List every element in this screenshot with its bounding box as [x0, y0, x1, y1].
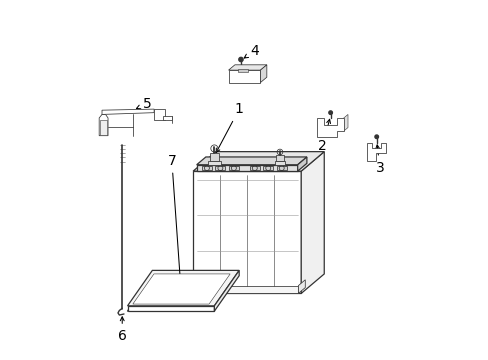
- Bar: [249, 166, 259, 170]
- Polygon shape: [133, 274, 230, 304]
- Polygon shape: [127, 306, 214, 311]
- Polygon shape: [193, 171, 301, 293]
- Polygon shape: [163, 116, 171, 120]
- Text: 4: 4: [244, 44, 259, 58]
- Polygon shape: [214, 270, 239, 311]
- Bar: [202, 166, 211, 170]
- Polygon shape: [301, 152, 324, 293]
- Bar: [274, 161, 285, 165]
- Polygon shape: [102, 109, 154, 114]
- Polygon shape: [127, 270, 239, 306]
- Bar: [238, 69, 247, 72]
- Text: 5: 5: [136, 97, 151, 111]
- Polygon shape: [228, 70, 260, 82]
- Polygon shape: [193, 152, 324, 171]
- Polygon shape: [343, 114, 347, 131]
- Polygon shape: [99, 114, 108, 136]
- Bar: [276, 155, 283, 161]
- Polygon shape: [260, 65, 266, 82]
- Polygon shape: [100, 120, 107, 135]
- Circle shape: [328, 111, 332, 114]
- Polygon shape: [196, 157, 306, 165]
- Text: 7: 7: [167, 153, 182, 284]
- Bar: [207, 161, 220, 165]
- Text: 2: 2: [318, 119, 330, 153]
- Polygon shape: [366, 143, 386, 161]
- Text: 3: 3: [375, 145, 384, 175]
- Polygon shape: [317, 118, 343, 138]
- Polygon shape: [298, 280, 305, 293]
- Bar: [263, 166, 273, 170]
- Polygon shape: [228, 65, 266, 70]
- Polygon shape: [297, 157, 306, 171]
- Bar: [276, 166, 286, 170]
- Bar: [209, 153, 219, 161]
- Text: 6: 6: [118, 317, 126, 343]
- Text: 1: 1: [216, 102, 243, 152]
- Bar: [215, 166, 225, 170]
- Polygon shape: [196, 285, 298, 293]
- Polygon shape: [154, 109, 164, 120]
- Circle shape: [238, 57, 243, 62]
- Circle shape: [374, 135, 378, 139]
- Polygon shape: [196, 165, 297, 171]
- Bar: [228, 166, 238, 170]
